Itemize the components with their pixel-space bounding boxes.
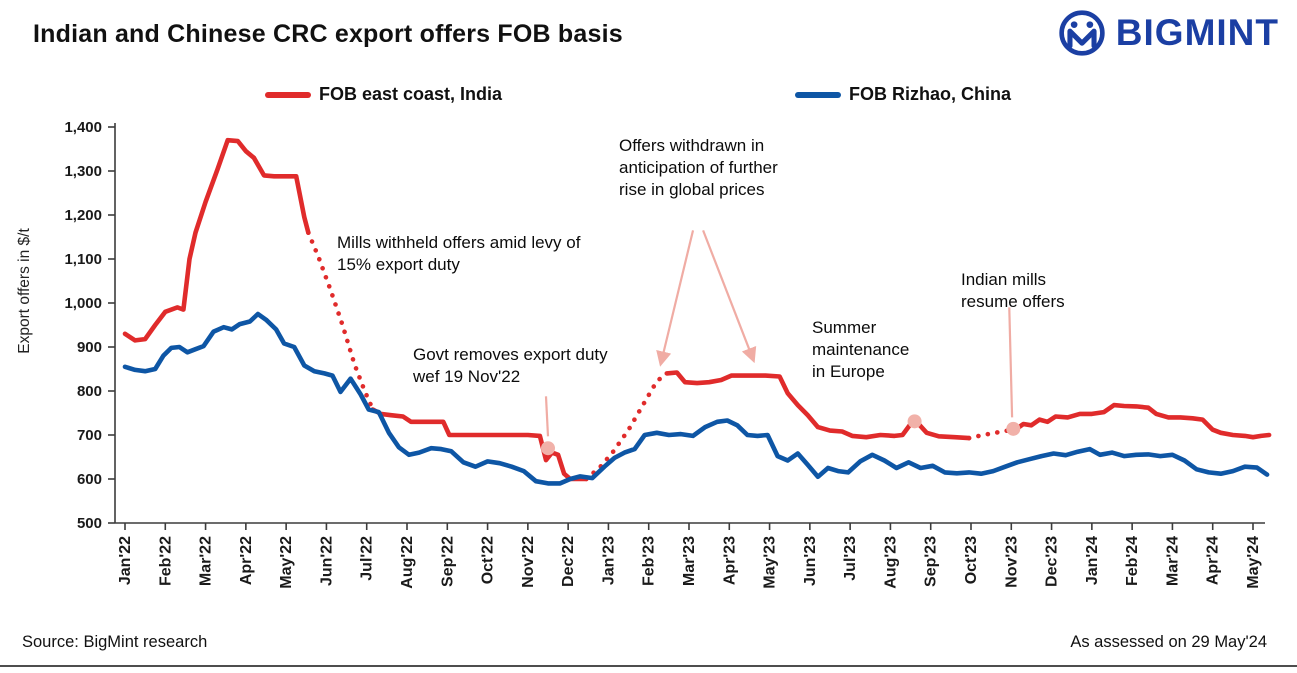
y-tick-label: 1,100 [64,251,102,268]
annotation-indian-mills-resume: Indian mills resume offers [961,270,1065,311]
legend-label-china: FOB Rizhao, China [849,84,1011,104]
x-tick-label: Jul'23 [842,536,859,581]
x-tick-label: Feb'22 [157,536,174,586]
annotation-govt-removes-duty: Govt removes export duty wef 19 Nov'22 [413,345,608,386]
x-tick-label: Jul'22 [359,536,376,581]
annotation-offers-withdrawn: Offers withdrawn in anticipation of furt… [619,136,778,199]
source-note: Source: BigMint research [22,633,208,651]
series-line-india [966,427,1018,441]
y-tick-label: 500 [77,515,102,532]
bottom-divider [0,665,1297,667]
y-tick-label: 1,000 [64,295,102,312]
legend-label-india: FOB east coast, India [319,84,503,104]
legend-item-china: FOB Rizhao, China [795,84,1011,105]
y-tick-label: 1,300 [64,163,102,180]
y-tick-label: 1,200 [64,207,102,224]
x-tick-label: Jun'23 [802,536,819,586]
event-marker [907,414,922,429]
x-tick-label: Mar'22 [198,536,215,586]
legend-swatch-china [795,91,841,98]
assessed-date: As assessed on 29 May'24 [1070,633,1267,651]
event-marker [541,441,555,456]
x-tick-label: Feb'23 [641,536,658,586]
x-tick-label: Jan'23 [600,536,617,585]
legend-item-india: FOB east coast, India [265,84,502,105]
x-tick-label: Nov'22 [520,536,537,588]
legend: FOB east coast, India FOB Rizhao, China [0,84,1297,110]
brand-logo: BIGMINT [1057,8,1279,58]
x-tick-label: Sep'22 [439,536,456,587]
y-tick-label: 800 [77,383,102,400]
series-line-india [122,137,311,343]
series-line-india [1013,402,1272,440]
y-tick-label: 1,400 [64,119,102,136]
x-tick-label: Apr'24 [1205,536,1222,585]
x-tick-label: Oct'22 [480,536,497,584]
x-tick-label: Nov'23 [1003,536,1020,588]
brand-name: BIGMINT [1115,12,1279,53]
x-tick-label: May'23 [762,536,779,589]
annotation-mills-withheld: Mills withheld offers amid levy of 15% e… [337,233,581,274]
series-line-india [370,407,589,482]
annotation-connector [544,396,550,437]
annotation-connector [702,230,757,364]
x-tick-label: Oct'23 [963,536,980,584]
bigmint-logo-icon [1059,10,1105,56]
series-line-india [584,371,670,482]
y-tick-label: 600 [77,471,102,488]
x-tick-label: May'22 [278,536,295,589]
series-line-india [664,370,972,441]
x-tick-label: Dec'23 [1044,536,1061,587]
x-tick-label: Jun'22 [318,536,335,586]
event-marker [1006,421,1021,436]
x-tick-label: Jan'22 [117,536,134,585]
x-tick-label: Apr'22 [238,536,255,585]
annotation-summer-maintenance: Summer maintenance in Europe [812,318,910,381]
x-tick-label: Apr'23 [721,536,738,585]
x-tick-label: Mar'24 [1164,536,1181,586]
x-tick-label: May'24 [1245,536,1262,589]
x-tick-label: Mar'23 [681,536,698,586]
x-tick-label: Aug'23 [882,536,899,589]
annotation-connector [656,230,695,367]
y-tick-label: 900 [77,339,102,356]
x-tick-label: Feb'24 [1124,536,1141,586]
chart-title: Indian and Chinese CRC export offers FOB… [33,20,623,48]
x-tick-label: Aug'22 [399,536,416,589]
annotation-connector [1008,307,1014,418]
series-line-china [122,311,1270,486]
x-tick-label: Sep'23 [923,536,940,587]
x-tick-label: Jan'24 [1084,536,1101,585]
x-tick-label: Dec'22 [560,536,577,587]
y-tick-label: 700 [77,427,102,444]
legend-swatch-india [265,91,311,98]
